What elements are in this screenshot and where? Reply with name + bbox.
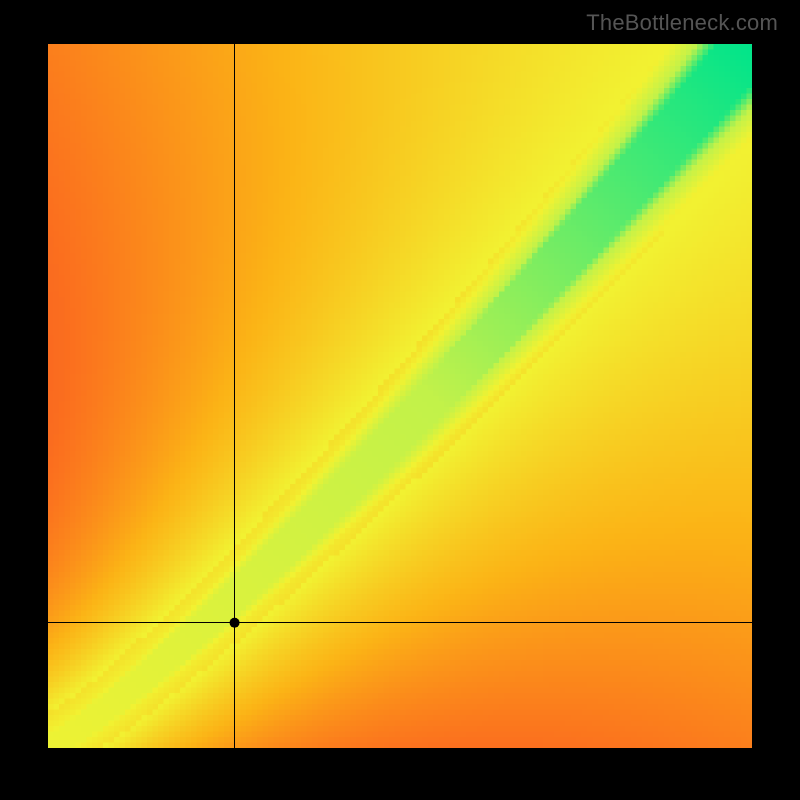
heatmap-plot [48,44,752,748]
heatmap-canvas [48,44,752,748]
watermark-text: TheBottleneck.com [586,10,778,36]
crosshair-horizontal [48,622,752,623]
crosshair-vertical [234,44,235,748]
chart-container: TheBottleneck.com [0,0,800,800]
